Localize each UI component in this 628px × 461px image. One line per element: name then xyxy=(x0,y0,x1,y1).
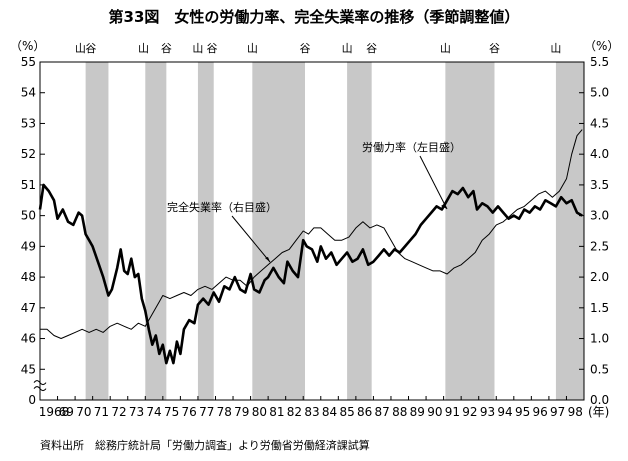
left-tick-label-10: 45 xyxy=(21,362,36,376)
cycle-label-8: 山 xyxy=(342,42,353,55)
right-axis-unit: （%） xyxy=(584,39,619,53)
x-tick-label-6: 74 xyxy=(146,405,161,419)
right-tick-label-6: 2.5 xyxy=(590,239,609,253)
x-tick-label-14: 82 xyxy=(287,405,302,419)
x-tick-label-24: 92 xyxy=(462,405,477,419)
x-tick-label-23: 91 xyxy=(445,405,460,419)
plot-frame xyxy=(39,61,585,401)
x-tick-label-12: 80 xyxy=(252,405,267,419)
cycle-label-10: 山 xyxy=(440,42,451,55)
x-tick-label-29: 97 xyxy=(550,405,565,419)
recession-band-6 xyxy=(555,62,584,400)
leader-line-unemployment xyxy=(231,215,271,263)
x-tick-label-3: 71 xyxy=(94,405,109,419)
cycle-label-9: 谷 xyxy=(366,42,377,55)
left-tick-label-9: 46 xyxy=(21,332,36,346)
left-tick-label-8: 47 xyxy=(21,301,36,315)
cycle-label-3: 谷 xyxy=(161,42,172,55)
x-tick-label-8: 76 xyxy=(182,405,197,419)
left-tick-label-2: 53 xyxy=(21,116,36,130)
right-tick-label-7: 2.0 xyxy=(590,270,609,284)
recession-band-0 xyxy=(85,62,109,400)
x-tick-label-0: 1968 xyxy=(39,405,70,419)
left-tick-label-0: 55 xyxy=(21,55,36,69)
recession-band-3 xyxy=(252,62,305,400)
x-tick-label-4: 72 xyxy=(111,405,126,419)
cycle-label-5: 谷 xyxy=(206,42,217,55)
leader-arrow-unemployment xyxy=(265,257,270,262)
plot-border xyxy=(39,61,585,401)
cycle-label-2: 山 xyxy=(138,42,149,55)
x-tick-label-9: 77 xyxy=(199,405,214,419)
x-tick-label-28: 96 xyxy=(532,405,547,419)
right-tick-label-10: 0.5 xyxy=(590,362,609,376)
cycle-label-12: 山 xyxy=(550,42,561,55)
left-tick-label-7: 48 xyxy=(21,270,36,284)
cycle-label-7: 谷 xyxy=(299,42,310,55)
right-tick-label-4: 3.5 xyxy=(590,178,609,192)
x-tick-label-19: 87 xyxy=(375,405,390,419)
x-tick-label-15: 83 xyxy=(304,405,319,419)
right-tick-label-1: 5.0 xyxy=(590,86,609,100)
right-axis: 5.5 5.0 4.5 4.0 3.5 3.0 2.5 2.0 1.5 1.0 0.5 0.0 xyxy=(579,55,609,407)
x-tick-label-18: 86 xyxy=(357,405,372,419)
recession-band-4 xyxy=(347,62,372,400)
cycle-label-0: 山 xyxy=(75,42,86,55)
right-tick-label-5: 3.0 xyxy=(590,209,609,223)
left-tick-label-3: 52 xyxy=(21,147,36,161)
right-tick-label-9: 1.0 xyxy=(590,332,609,346)
x-axis-unit: (年) xyxy=(588,405,609,419)
x-tick-label-17: 85 xyxy=(339,405,354,419)
leader-arrow-labor xyxy=(441,204,447,209)
leader-line-labor xyxy=(419,155,448,210)
right-tick-label-3: 4.0 xyxy=(590,147,609,161)
cycle-label-4: 山 xyxy=(192,42,203,55)
x-tick-label-21: 89 xyxy=(410,405,425,419)
annotations: 労働力率（左目盛） 完全失業率（右目盛） xyxy=(167,140,461,263)
right-tick-label-11: 0.0 xyxy=(590,393,609,407)
left-tick-label-5: 50 xyxy=(21,209,36,223)
source-note: 資料出所 総務庁統計局「労働力調査」より労働省労働経済課試算 xyxy=(40,438,370,452)
x-tick-label-7: 75 xyxy=(164,405,179,419)
x-tick-label-25: 93 xyxy=(480,405,495,419)
recession-band-5 xyxy=(445,62,495,400)
axis-break-mark xyxy=(33,380,47,392)
x-tick-label-1: 69 xyxy=(59,405,74,419)
cycle-label-11: 谷 xyxy=(489,42,500,55)
left-zero-label: 0 xyxy=(28,393,36,407)
cycle-label-6: 山 xyxy=(247,42,258,55)
series-line-unemp xyxy=(40,129,583,339)
x-tick-label-5: 73 xyxy=(129,405,144,419)
series-line-labor xyxy=(38,183,583,365)
left-axis: 55 54 53 52 51 50 49 48 47 46 45 0 xyxy=(21,55,47,407)
recession-bands xyxy=(85,62,584,400)
cycle-labels: 山谷山谷山谷山谷山谷山谷山 xyxy=(75,42,562,55)
x-tick-label-16: 84 xyxy=(322,405,337,419)
annotation-labor-rate: 労働力率（左目盛） xyxy=(362,140,461,154)
x-tick-label-10: 78 xyxy=(217,405,232,419)
annotation-unemployment-rate: 完全失業率（右目盛） xyxy=(167,200,277,214)
x-tick-label-11: 79 xyxy=(234,405,249,419)
x-tick-label-20: 88 xyxy=(392,405,407,419)
x-tick-label-27: 95 xyxy=(515,405,530,419)
right-tick-label-0: 5.5 xyxy=(590,55,609,69)
cycle-label-1: 谷 xyxy=(85,42,96,55)
series-lines xyxy=(38,129,583,365)
x-tick-label-22: 90 xyxy=(427,405,442,419)
x-tick-label-13: 81 xyxy=(269,405,284,419)
x-tick-label-2: 70 xyxy=(76,405,91,419)
recession-band-1 xyxy=(145,62,167,400)
left-tick-label-1: 54 xyxy=(21,86,36,100)
left-tick-label-6: 49 xyxy=(21,239,36,253)
chart-title: 第33図 女性の労働力率、完全失業率の推移（季節調整値） xyxy=(109,8,520,26)
x-tick-label-26: 94 xyxy=(497,405,512,419)
recession-band-2 xyxy=(197,62,214,400)
right-tick-label-2: 4.5 xyxy=(590,116,609,130)
left-tick-label-4: 51 xyxy=(21,178,36,192)
left-axis-unit: （%） xyxy=(10,39,45,53)
x-tick-label-30: 98 xyxy=(568,405,583,419)
right-tick-label-8: 1.5 xyxy=(590,301,609,315)
